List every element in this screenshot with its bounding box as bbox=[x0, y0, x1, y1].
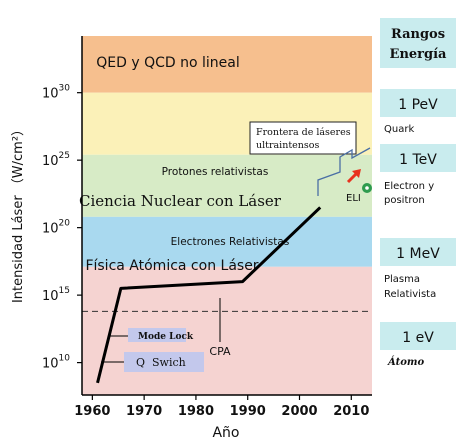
energy-value-ev: 1 eV bbox=[402, 330, 434, 346]
x-axis-label: Año bbox=[212, 425, 239, 441]
frontier-bracket bbox=[317, 147, 371, 196]
frontier-box bbox=[249, 121, 357, 155]
frontier-text-line1: Frontera de láseres bbox=[256, 127, 351, 138]
band-label-qed: QED y QCD no lineal bbox=[96, 55, 239, 71]
series-layer bbox=[96, 206, 322, 384]
energy-value-tev: 1 TeV bbox=[399, 152, 437, 168]
x-tick-layer: 1960 1970 1980 1990 2000 2010 bbox=[74, 395, 369, 419]
y-tick-label-10: 1010 bbox=[42, 354, 70, 372]
energy-ranges-panel: Rangos Energía 1 PeV Quark 1 TeV Electro… bbox=[380, 18, 456, 368]
x-tick-label-1990: 1990 bbox=[230, 404, 266, 419]
band-4 bbox=[82, 266, 372, 395]
cpa-text: CPA bbox=[209, 345, 231, 358]
energy-label-relativista: Relativista bbox=[384, 289, 436, 300]
energy-value-mev: 1 MeV bbox=[396, 246, 440, 262]
eli-label: ELI bbox=[346, 193, 361, 204]
energy-title-line2: Energía bbox=[390, 47, 448, 62]
annotation-protones: Protones relativistas bbox=[162, 166, 269, 178]
energy-box-mev bbox=[380, 238, 456, 266]
energy-box-tev bbox=[380, 144, 456, 172]
energy-box-pev bbox=[380, 89, 456, 117]
annotation-electrones: Electrones Relativistas bbox=[171, 236, 290, 248]
series-line-0 bbox=[96, 206, 322, 384]
frontier-annotation: Frontera de láseres ultraintensos bbox=[249, 121, 371, 196]
energy-label-plasma: Plasma bbox=[384, 274, 420, 285]
band-layer bbox=[82, 36, 372, 395]
energy-label-atomo: Átomo bbox=[387, 356, 424, 368]
eli-dot-center bbox=[365, 186, 369, 190]
frontier-text-line2: ultraintensos bbox=[256, 140, 319, 151]
y-tick-label-25: 1025 bbox=[42, 151, 70, 169]
energy-box-ev bbox=[380, 322, 456, 350]
y-tick-label-20: 1020 bbox=[42, 219, 70, 237]
x-tick-label-1970: 1970 bbox=[126, 404, 162, 419]
mode-lock-box bbox=[128, 328, 186, 342]
axes bbox=[81, 36, 372, 396]
q-switch-box bbox=[124, 352, 204, 372]
energy-label-quark: Quark bbox=[384, 124, 414, 135]
eli-arrow-head bbox=[352, 169, 361, 178]
x-tick-label-1960: 1960 bbox=[74, 404, 110, 419]
y-axis-label: Intensidad Láser （W/cm²） bbox=[11, 123, 26, 303]
band-0 bbox=[82, 36, 372, 93]
energy-value-pev: 1 PeV bbox=[398, 97, 438, 113]
cpa-label: CPA bbox=[209, 298, 231, 358]
band-2 bbox=[82, 154, 372, 217]
energy-title-box bbox=[380, 18, 456, 68]
q-switch-text: Q Swich bbox=[136, 356, 186, 369]
energy-label-positron: positron bbox=[384, 195, 425, 206]
x-tick-label-1980: 1980 bbox=[178, 404, 214, 419]
mode-lock-label: Mode Lock bbox=[110, 328, 194, 342]
band-label-nuclear: Ciencia Nuclear con Láser bbox=[79, 192, 282, 210]
eli-marker: ELI bbox=[346, 169, 372, 204]
band-labels: QED y QCD no lineal Ciencia Nuclear con … bbox=[79, 55, 289, 274]
q-switch-label: Q Swich bbox=[101, 352, 204, 372]
y-tick-layer: 1010 1015 1020 1025 1030 bbox=[42, 84, 82, 372]
x-tick-label-2000: 2000 bbox=[281, 404, 317, 419]
x-tick-label-2010: 2010 bbox=[333, 404, 369, 419]
y-tick-label-15: 1015 bbox=[42, 286, 70, 304]
energy-title-line1: Rangos bbox=[391, 27, 445, 42]
band-3 bbox=[82, 216, 372, 267]
y-tick-label-30: 1030 bbox=[42, 84, 70, 102]
mode-lock-text: Mode Lock bbox=[138, 332, 194, 342]
energy-label-electron: Electron y bbox=[384, 181, 434, 192]
band-label-atomic: Física Atómica con Láser bbox=[85, 258, 258, 274]
